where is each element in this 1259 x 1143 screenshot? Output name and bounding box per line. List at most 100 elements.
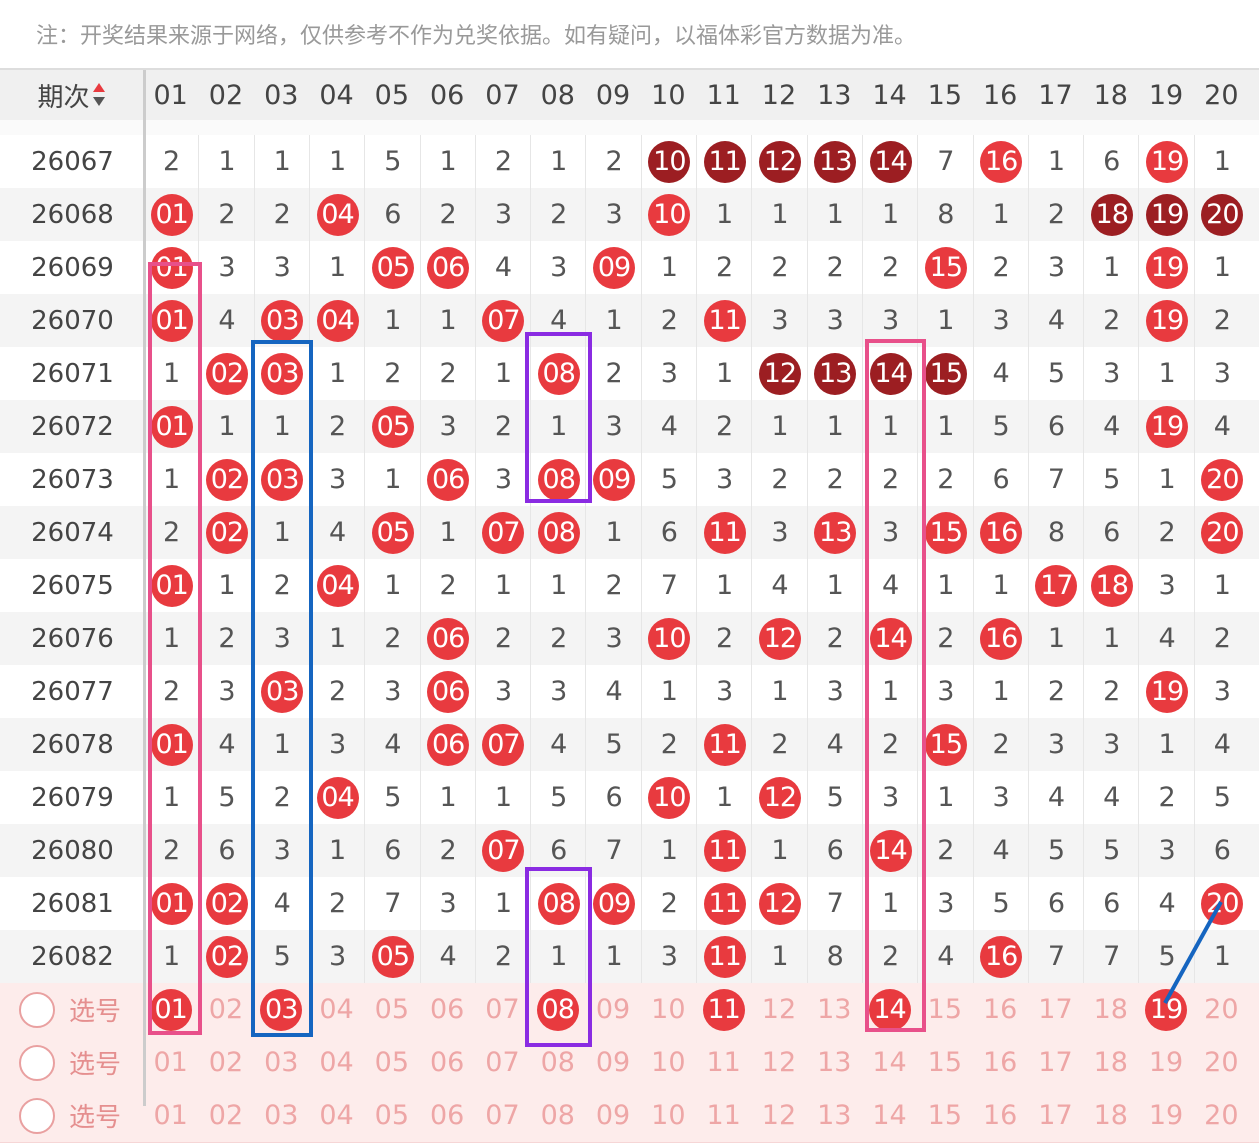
pick-number[interactable]: 18 [1093,994,1128,1025]
pick-number[interactable]: 09 [595,1047,631,1078]
ball: 06 [427,246,470,289]
pick-number[interactable]: 12 [761,994,797,1025]
pick-number[interactable]: 05 [374,994,410,1025]
pick-number[interactable]: 10 [651,1100,686,1131]
pick-number[interactable]: 15 [927,994,963,1025]
pick-number[interactable]: 13 [817,1047,852,1078]
omission: 1 [530,135,586,188]
pick-number[interactable]: 10 [651,994,686,1025]
ball: 20 [1201,193,1244,236]
pick-number[interactable]: 12 [761,1047,797,1078]
header-column: 04 [319,79,354,111]
cell: 12 [751,347,807,400]
pick-number[interactable]: 03 [264,1047,299,1078]
omission: 3 [419,877,476,930]
pick-row-bg [0,1036,1259,1090]
pick-number[interactable]: 01 [143,983,198,1036]
omission: 4 [364,718,420,771]
pick-number[interactable]: 20 [1204,1100,1239,1131]
pick-number[interactable]: 06 [429,1047,465,1078]
pick-number[interactable]: 19 [1138,983,1193,1036]
pick-number[interactable]: 19 [1148,1047,1184,1078]
sort-icon[interactable] [90,80,108,110]
pick-number[interactable]: 03 [254,983,309,1036]
omission: 1 [696,771,752,824]
cell: 13 [806,135,863,188]
radio[interactable] [19,1098,55,1134]
pick-number[interactable]: 16 [982,994,1018,1025]
cell: 11 [696,718,752,771]
ball: 14 [869,140,912,183]
selected-ball: 03 [260,988,303,1031]
pick-label: 选号 [68,1050,121,1080]
pick-number[interactable]: 20 [1204,994,1239,1025]
ball: 11 [703,882,746,925]
pick-number[interactable]: 02 [208,994,244,1025]
pick-number[interactable]: 16 [982,1047,1018,1078]
pick-number[interactable]: 08 [530,983,585,1036]
issue: 26077 [31,676,114,707]
pick-number[interactable]: 18 [1093,1047,1128,1078]
cell: 02 [198,453,254,506]
pick-number[interactable]: 15 [927,1047,963,1078]
pick-number[interactable]: 19 [1148,1100,1184,1131]
pick-number[interactable]: 13 [817,994,852,1025]
pick-number[interactable]: 07 [485,1047,520,1078]
pick-number[interactable]: 16 [982,1100,1018,1131]
pick-number[interactable]: 09 [595,994,631,1025]
pick-number[interactable]: 14 [872,1047,907,1078]
ball: 02 [205,935,248,978]
cell: 19 [1138,135,1194,188]
pick-number[interactable]: 17 [1038,1100,1073,1131]
ball: 11 [703,299,746,342]
pick-number[interactable]: 04 [319,1100,354,1131]
omission: 6 [1083,506,1139,559]
radio[interactable] [19,992,55,1028]
pick-number[interactable]: 06 [429,1100,465,1131]
pick-number[interactable]: 04 [319,994,354,1025]
omission: 3 [308,453,365,506]
pick-number[interactable]: 09 [595,1100,631,1131]
omission: 3 [474,188,531,241]
radio[interactable] [19,1045,55,1081]
omission: 3 [696,665,752,718]
pick-number[interactable]: 17 [1038,994,1073,1025]
pick-number[interactable]: 05 [374,1100,410,1131]
pick-number[interactable]: 14 [862,983,917,1036]
selected-ball: 08 [536,988,579,1031]
ball: 09 [593,246,636,289]
pick-number[interactable]: 01 [153,1100,188,1131]
omission: 1 [1083,241,1139,294]
cell: 05 [364,506,420,559]
pick-number[interactable]: 07 [485,994,520,1025]
pick-number[interactable]: 14 [872,1100,907,1131]
pick-number[interactable]: 18 [1093,1100,1128,1131]
omission: 3 [751,506,807,559]
pick-number[interactable]: 11 [706,1047,741,1078]
pick-number[interactable]: 11 [706,1100,741,1131]
pick-number[interactable]: 02 [208,1100,244,1131]
pick-number[interactable]: 13 [817,1100,852,1131]
pick-number[interactable]: 03 [264,1100,299,1131]
omission: 1 [1138,347,1194,400]
pick-number[interactable]: 15 [927,1100,963,1131]
pick-number[interactable]: 10 [651,1047,686,1078]
pick-number[interactable]: 04 [319,1047,354,1078]
omission: 1 [474,877,531,930]
pick-number[interactable]: 05 [374,1047,410,1078]
ball: 11 [703,511,746,554]
omission: 1 [1193,241,1250,294]
pick-number[interactable]: 12 [761,1100,797,1131]
omission: 3 [308,718,365,771]
pick-number[interactable]: 17 [1038,1047,1073,1078]
pick-number[interactable]: 20 [1204,1047,1239,1078]
pick-number[interactable]: 02 [208,1047,244,1078]
pick-number[interactable]: 06 [429,994,465,1025]
pick-number[interactable]: 08 [540,1100,575,1131]
pick-number[interactable]: 07 [485,1100,520,1131]
cell: 14 [861,612,918,665]
omission: 1 [696,347,752,400]
pick-number[interactable]: 11 [696,983,751,1036]
pick-number[interactable]: 01 [153,1047,188,1078]
pick-number[interactable]: 08 [540,1047,575,1078]
